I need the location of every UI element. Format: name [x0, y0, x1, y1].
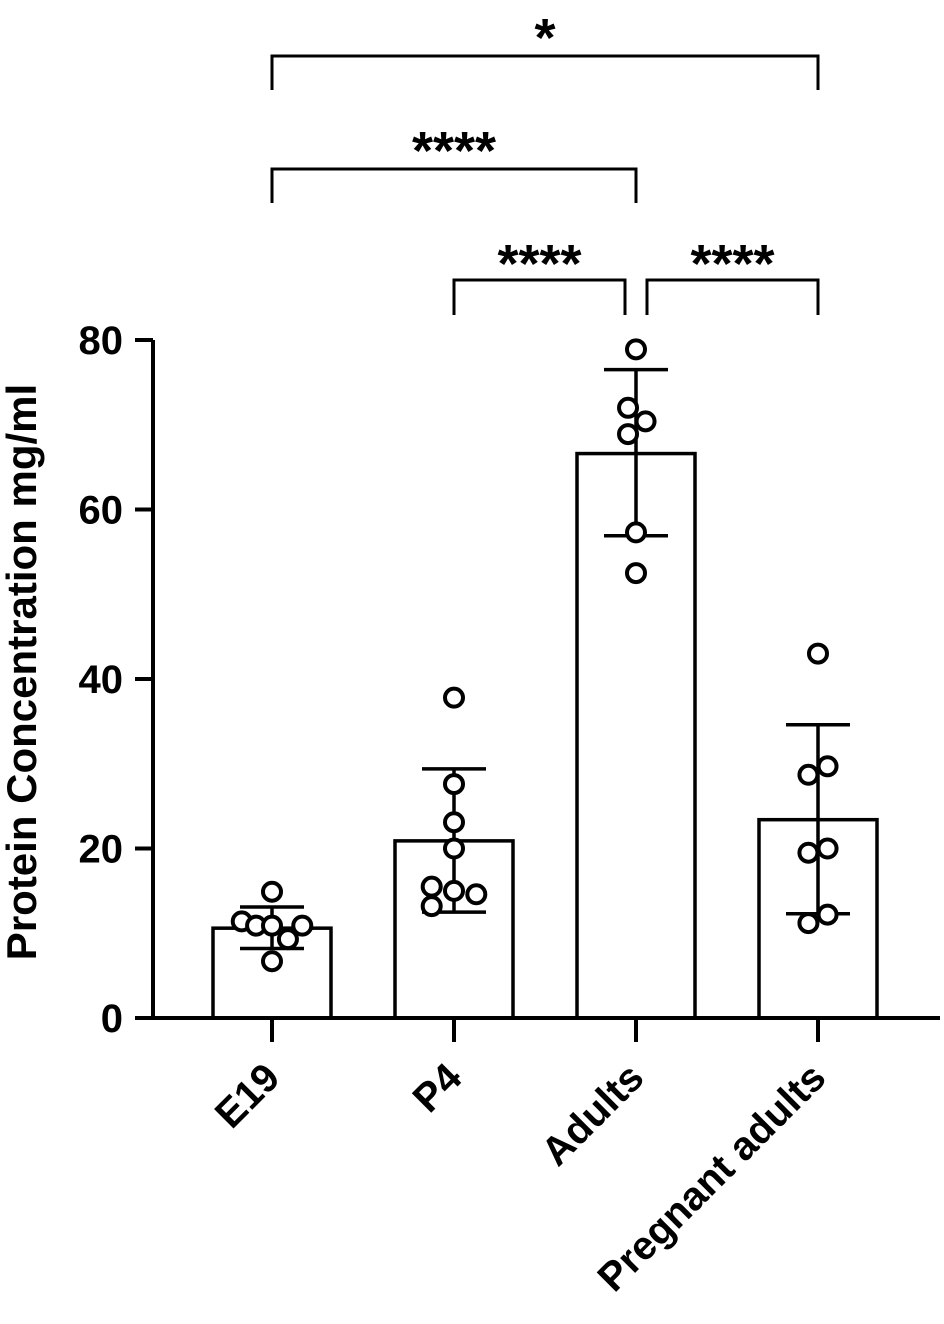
- data-point-1-5: [443, 837, 465, 860]
- data-point-2-0: [617, 396, 640, 419]
- significance-bracket-2: [452, 278, 627, 315]
- points-layer: [230, 338, 839, 973]
- y-tick-label-3: 60: [79, 489, 124, 533]
- y-tick-label-2: 40: [79, 658, 124, 702]
- data-point-0-5: [276, 928, 299, 951]
- data-point-2-3: [625, 521, 647, 544]
- y-axis: 0 20 40 60 80: [79, 319, 155, 1041]
- significance-label-3: ****: [690, 234, 774, 294]
- data-point-3-4: [816, 755, 839, 778]
- significance-label-1: ****: [412, 121, 496, 181]
- data-point-3-3: [807, 642, 829, 665]
- data-point-1-4: [443, 811, 465, 834]
- data-point-0-4: [261, 950, 283, 973]
- x-tick-label-0: E19: [207, 1055, 288, 1136]
- significance-brackets: ********* ****: [270, 8, 820, 315]
- y-tick-label-4: 80: [79, 319, 124, 363]
- data-point-1-1: [420, 895, 443, 918]
- data-point-3-6: [816, 903, 839, 926]
- data-point-3-5: [816, 837, 839, 860]
- significance-bracket-0: [270, 54, 820, 90]
- data-point-2-2: [625, 338, 647, 361]
- data-point-3-1: [797, 841, 820, 864]
- data-point-1-3: [443, 773, 465, 796]
- y-tick-label-1: 20: [79, 828, 124, 872]
- data-point-1-7: [465, 883, 488, 906]
- data-point-0-6: [291, 914, 314, 937]
- data-point-0-3: [261, 914, 283, 937]
- significance-label-2: ****: [497, 234, 581, 294]
- bars-layer: [211, 451, 879, 1020]
- significance-label-0: *: [534, 8, 555, 68]
- data-point-3-0: [797, 763, 820, 786]
- x-tick-label-1: P4: [405, 1055, 471, 1121]
- data-point-2-5: [634, 410, 657, 433]
- data-point-2-1: [617, 423, 640, 446]
- x-tick-label-2: Adults: [533, 1055, 652, 1174]
- y-tick-label-0: 0: [101, 997, 123, 1041]
- data-point-1-6: [443, 879, 465, 902]
- y-axis-title: Protein Concentration mg/ml: [0, 384, 45, 960]
- significance-bracket-3: [645, 278, 820, 315]
- significance-bracket-1: [270, 167, 638, 203]
- data-point-3-2: [797, 912, 820, 935]
- data-point-1-2: [443, 686, 465, 709]
- data-point-0-2: [261, 880, 283, 903]
- data-point-1-0: [420, 875, 443, 898]
- data-point-2-4: [625, 562, 647, 585]
